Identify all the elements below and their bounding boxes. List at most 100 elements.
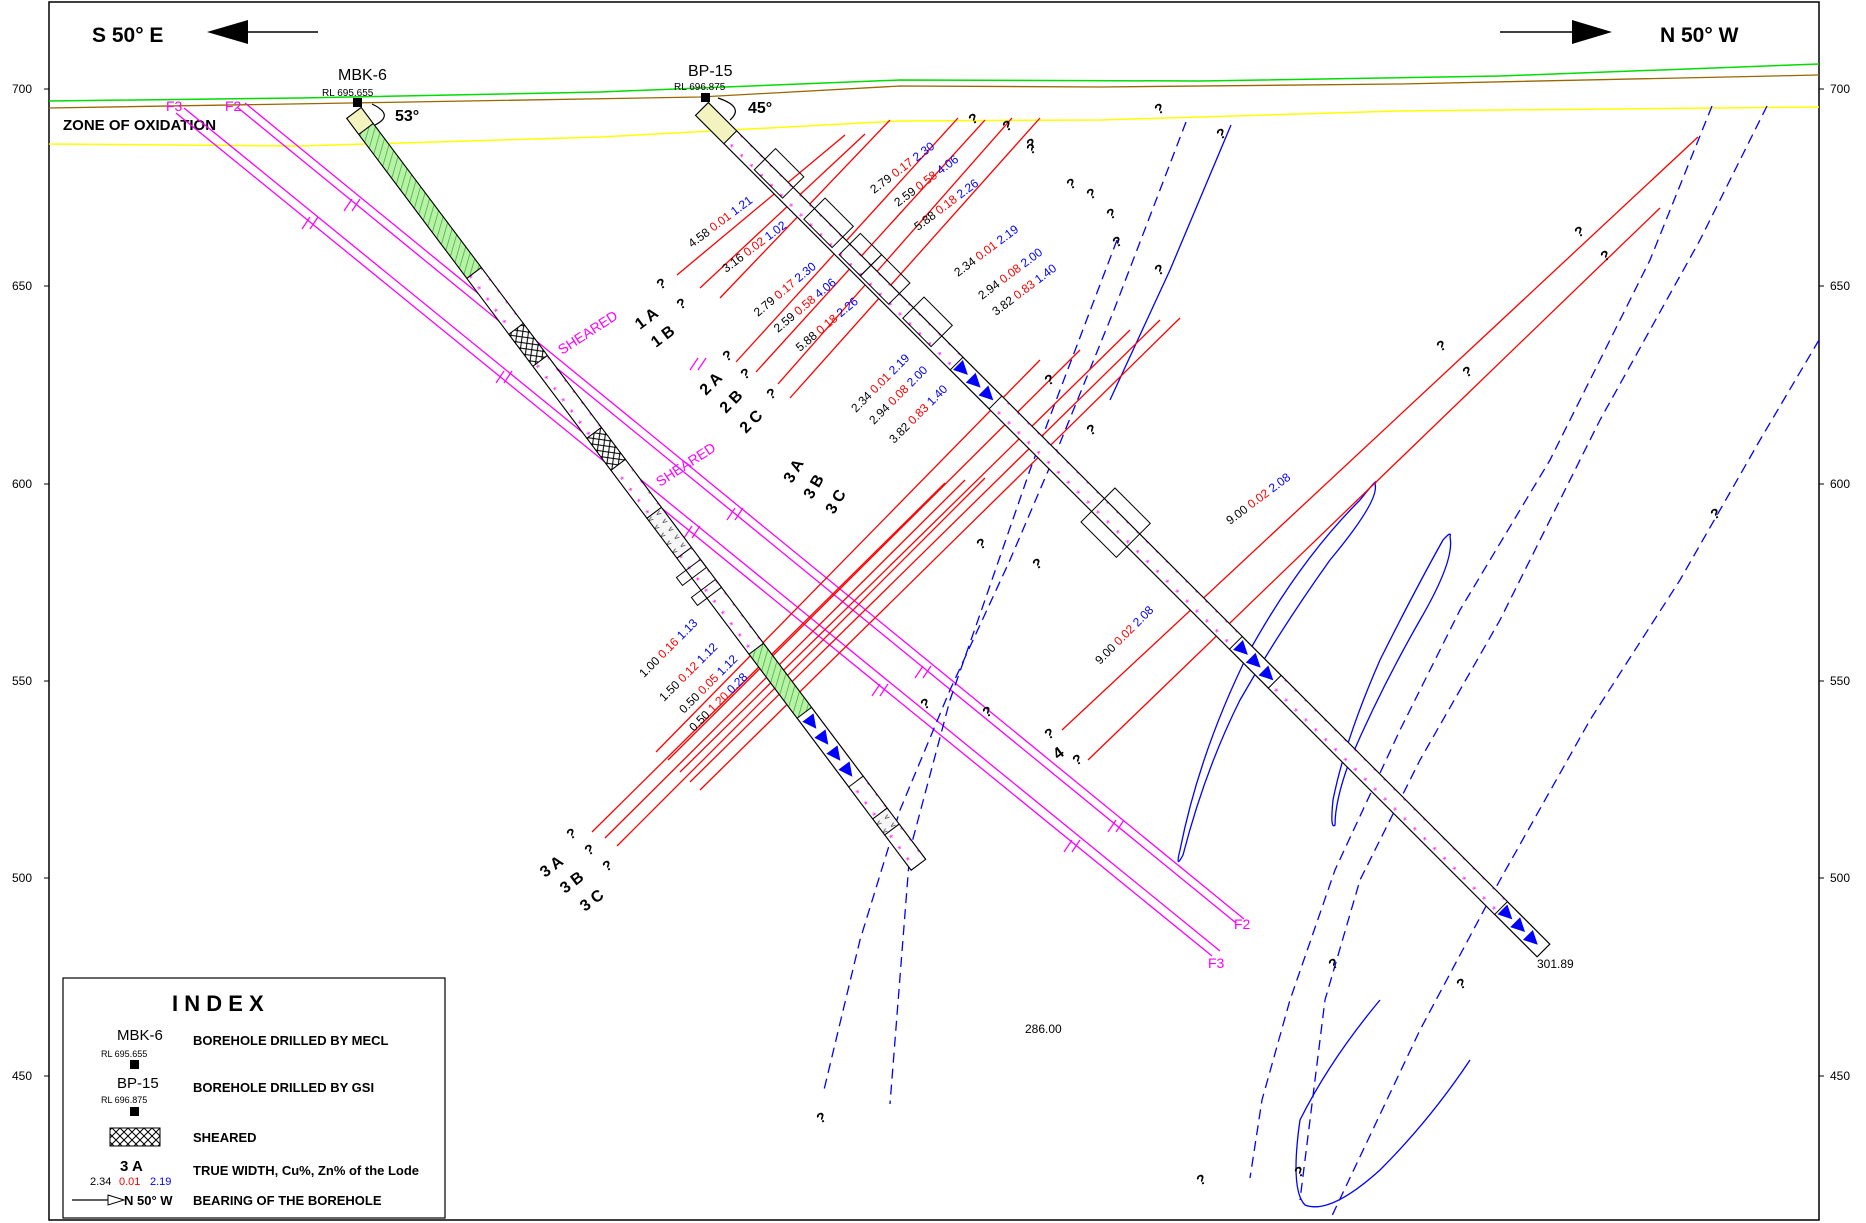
ground-surface-line bbox=[48, 63, 1820, 102]
sheared-label-upper: SHEARED bbox=[555, 307, 620, 357]
lode-line bbox=[777, 117, 1013, 385]
rl-axis: 700 650 600 550 500 450 700 650 600 550 500 450 bbox=[12, 82, 1850, 1083]
question-mark: ? bbox=[918, 694, 933, 712]
lode-line bbox=[616, 477, 986, 847]
assay-1a: 4.58 0.01 1.21 bbox=[685, 193, 755, 251]
legend-sheared-swatch bbox=[109, 1127, 161, 1147]
question-mark: ? bbox=[600, 856, 615, 874]
question-mark: ? bbox=[564, 824, 579, 842]
lode-line bbox=[604, 479, 966, 839]
question-mark: ? bbox=[1000, 116, 1015, 134]
question-mark: ? bbox=[1084, 184, 1099, 202]
lode-name-3c: 3 C bbox=[823, 487, 850, 517]
fault-label-f2-bottom: F2 bbox=[1234, 916, 1251, 932]
rl-label-right: 450 bbox=[1830, 1069, 1850, 1083]
legend-lode-tw: 2.34 bbox=[90, 1176, 111, 1188]
rl-label-right: 600 bbox=[1830, 477, 1850, 491]
rl-label-right: 500 bbox=[1830, 871, 1850, 885]
lode-name-3b: 3 B bbox=[801, 472, 828, 502]
question-mark: ? bbox=[1104, 204, 1119, 222]
fault-f2-line-b bbox=[244, 102, 1245, 920]
question-mark: ? bbox=[720, 346, 735, 364]
question-mark: ? bbox=[1460, 362, 1475, 380]
lode-line bbox=[679, 329, 1131, 773]
mbk6-green-zone-lower bbox=[748, 642, 813, 719]
map-frame bbox=[48, 1, 1820, 1221]
mbk6-name: MBK-6 bbox=[338, 67, 387, 84]
mbk6-angle: 53° bbox=[395, 108, 419, 125]
blue-lens-3 bbox=[1295, 999, 1471, 1208]
legend-bearing-desc: BEARING OF THE BOREHOLE bbox=[193, 1193, 382, 1208]
question-mark: ? bbox=[1292, 1162, 1307, 1180]
bearing-header: S 50° E N 50° W bbox=[92, 20, 1739, 47]
legend-gsi-marker bbox=[130, 1107, 139, 1116]
question-mark: ? bbox=[1070, 750, 1085, 768]
rl-label-left: 550 bbox=[12, 674, 32, 688]
bp15-end-depth: 301.89 bbox=[1537, 957, 1574, 971]
question-mark: ? bbox=[814, 1108, 829, 1126]
rl-label-left: 450 bbox=[12, 1069, 32, 1083]
fault-label-f3-top: F3 bbox=[166, 98, 183, 114]
lode-name-2c: 2 C bbox=[737, 407, 767, 437]
lode-line bbox=[735, 117, 959, 363]
lode-line bbox=[789, 117, 1041, 399]
question-mark: ? bbox=[1708, 504, 1723, 522]
question-mark: ? bbox=[1030, 554, 1045, 572]
borehole-bp15: BP-15 RL 696.875 45° 301.89 bbox=[674, 63, 1574, 971]
assay-lode4-upper: 9.00 0.02 2.08 bbox=[1223, 470, 1293, 528]
question-mark: ? bbox=[1572, 222, 1587, 240]
legend-gsi-symbol-name: BP-15 bbox=[117, 1075, 159, 1092]
lode-line bbox=[1087, 207, 1661, 761]
lode-name-4: 4 bbox=[1050, 744, 1067, 763]
lode-line bbox=[755, 119, 986, 373]
legend-gsi-desc: BOREHOLE DRILLED BY GSI bbox=[193, 1080, 374, 1095]
left-bearing-label: S 50° E bbox=[92, 24, 163, 47]
mbk6-green-zone-upper bbox=[358, 122, 482, 280]
mbk6-end-depth: 286.00 bbox=[1025, 1022, 1062, 1036]
question-mark: ? bbox=[1084, 420, 1099, 438]
question-mark: ? bbox=[1326, 954, 1341, 972]
legend-mecl-symbol-name: MBK-6 bbox=[117, 1027, 163, 1044]
fault-label-f3-bottom: F3 bbox=[1208, 955, 1225, 971]
mbk6-angle-arc bbox=[371, 103, 385, 126]
surface-lines: ZONE OF OXIDATION bbox=[48, 63, 1820, 147]
question-mark: ? bbox=[1194, 1170, 1209, 1188]
question-mark: ? bbox=[1454, 974, 1469, 992]
right-arrow-icon bbox=[1572, 20, 1612, 44]
fault-ticks bbox=[301, 198, 1125, 853]
blue-lens-2 bbox=[1331, 533, 1452, 827]
rl-label-left: 650 bbox=[12, 279, 32, 293]
fault-label-f2-top: F2 bbox=[225, 98, 242, 114]
blue-lens-1 bbox=[1177, 480, 1377, 862]
legend-bearing-arrow-icon bbox=[107, 1194, 126, 1206]
question-mark: ? bbox=[1434, 336, 1449, 354]
rl-label-left: 700 bbox=[12, 82, 32, 96]
question-mark: ? bbox=[1042, 724, 1057, 742]
legend-title: I N D E X bbox=[172, 991, 264, 1016]
oxidation-base-line bbox=[48, 106, 1820, 147]
lode-line bbox=[1061, 136, 1699, 731]
legend-mecl-marker bbox=[130, 1060, 139, 1069]
lode-name-1b: 1 B bbox=[648, 323, 678, 352]
question-mark: ? bbox=[980, 702, 995, 720]
legend-mecl-symbol-rl: RL 695.655 bbox=[101, 1049, 147, 1059]
lode-name-1a: 1 A bbox=[632, 305, 662, 333]
question-mark: ? bbox=[974, 534, 989, 552]
lode-name-3b-lower: 3 B bbox=[557, 869, 587, 898]
fault-f3-line-b bbox=[183, 107, 1221, 952]
question-mark: ? bbox=[654, 274, 669, 292]
blue-dashed-line-1 bbox=[822, 121, 1187, 1095]
blue-dashed-line-3 bbox=[1249, 105, 1713, 1179]
legend-sheared-desc: SHEARED bbox=[193, 1130, 257, 1145]
lode-name-3a: 3 A bbox=[781, 456, 808, 486]
legend-lode-zn: 2.19 bbox=[150, 1176, 171, 1188]
legend-lode-cu: 0.01 bbox=[119, 1176, 140, 1188]
lode-line bbox=[655, 359, 1041, 753]
question-mark: ? bbox=[1152, 260, 1167, 278]
blue-dashed-line-5 bbox=[1329, 339, 1820, 1221]
rl-label-right: 650 bbox=[1830, 279, 1850, 293]
question-mark: ? bbox=[1152, 99, 1167, 117]
assay-lode4-lower: 9.00 0.02 2.08 bbox=[1092, 603, 1156, 667]
legend-index: I N D E X MBK-6 RL 695.655 BOREHOLE DRIL… bbox=[62, 977, 446, 1219]
